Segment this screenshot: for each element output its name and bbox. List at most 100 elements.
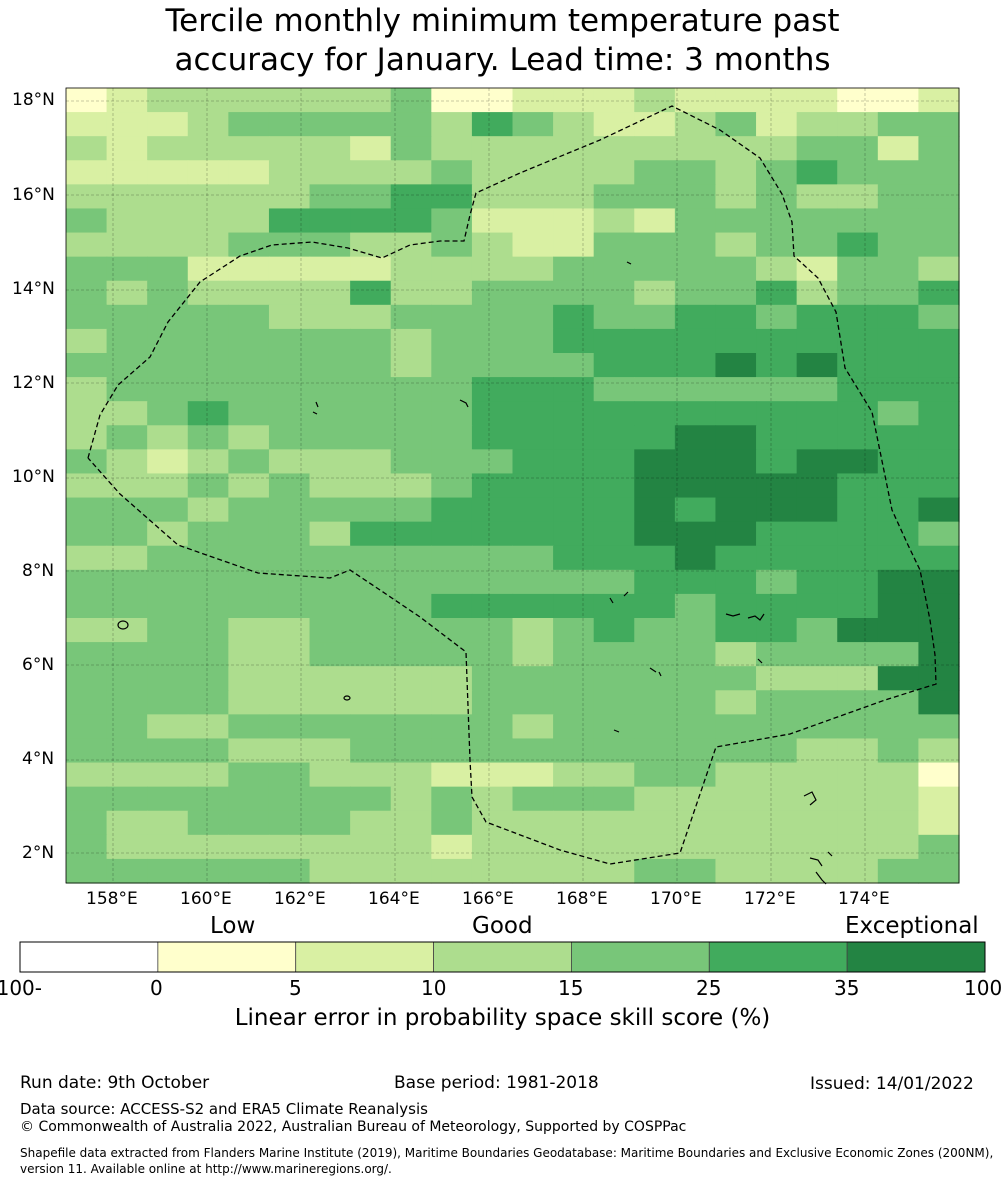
grid-cell [918,256,960,282]
grid-cell [390,834,432,860]
grid-cell [796,521,838,547]
grid-cell [350,738,392,764]
grid-cell [66,545,108,571]
grid-cell [268,112,311,137]
grid-cell [715,328,757,354]
grid-cell [837,449,879,475]
grid-cell [674,136,717,161]
grid-cell [796,160,838,185]
grid-cell [674,304,717,330]
grid-cell [918,593,960,619]
grid-cell [66,642,108,667]
grid-cell [390,690,432,715]
grid-cell [553,618,595,643]
grid-cell [106,232,148,258]
grid-cell [553,184,595,210]
grid-cell [228,690,270,715]
grid-cell [106,473,148,499]
grid-cell [187,280,229,306]
grid-cell [106,112,148,137]
island-outline [757,658,763,664]
grid-cell [715,810,757,836]
grid-cell [390,449,432,475]
grid-cell [228,280,270,306]
grid-cell [837,714,879,740]
grid-cell [634,304,676,330]
grid-cell [796,136,838,161]
grid-cell [918,232,960,258]
grid-cell [715,642,757,667]
grid-cell [309,184,351,210]
grid-cell [66,473,108,499]
grid-cell [715,762,757,788]
grid-cell [187,473,229,499]
grid-cell [268,160,311,185]
grid-cell [147,184,189,210]
grid-cell [268,449,311,475]
data-source: Data source: ACCESS-S2 and ERA5 Climate … [20,1100,428,1118]
grid-cell [553,738,595,764]
grid-cell [106,377,148,402]
grid-cell [187,160,229,185]
grid-cell [309,690,351,715]
grid-cell [634,401,676,426]
grid-cell [918,834,960,860]
island-outline [312,401,319,415]
map-frame [65,87,960,884]
grid-cell [106,738,148,764]
grid-cell [512,280,554,306]
grid-cell [796,304,838,330]
grid-cell [512,401,554,426]
grid-cell [512,690,554,715]
grid-cell [66,304,108,330]
lon-label-168e: 168°E [556,889,608,909]
grid-cell [715,738,757,764]
grid-cell [553,786,595,812]
grid-cell [634,208,676,234]
grid-cell [553,473,595,499]
grid-cell [756,112,798,137]
grid-cell [147,353,189,378]
grid-cell [634,834,676,860]
grid-cell [593,810,635,836]
grid-cell [66,666,108,691]
grid-cell [796,762,838,788]
grid-cell [512,449,554,475]
grid-cell [756,786,798,812]
grid-cell [309,377,351,402]
grid-cell [66,497,108,523]
grid-cell [187,377,229,402]
grid-cell [187,666,229,691]
grid-cell [106,834,148,860]
grid-cell [796,88,838,113]
grid-cell [593,521,635,547]
grid-cell [837,208,879,234]
grid-cell [756,377,798,402]
grid-cell [471,593,514,619]
grid-cell [837,834,879,860]
grid-cell [877,858,920,884]
island-outline [803,791,817,806]
grid-cell [796,545,838,571]
grid-cell [187,449,229,475]
grid-cell [309,208,351,234]
category-low: Low [210,913,256,939]
grid-cell [471,666,514,691]
grid-cell [918,112,960,137]
grid-cell [593,328,635,354]
grid-cell [512,858,554,884]
grid-cell [66,858,108,884]
colorbar-segment [571,941,710,973]
grid-cell [512,786,554,812]
grid-cell [431,666,473,691]
colorbar-segment [19,941,159,973]
grid-cell [471,449,514,475]
island-outline [459,399,469,408]
grid-cell [593,208,635,234]
grid-cell [715,401,757,426]
grid-cell [796,858,838,884]
grid-cell [715,208,757,234]
grid-cell [187,858,229,884]
grid-cell [390,160,432,185]
grid-cell [634,184,676,210]
